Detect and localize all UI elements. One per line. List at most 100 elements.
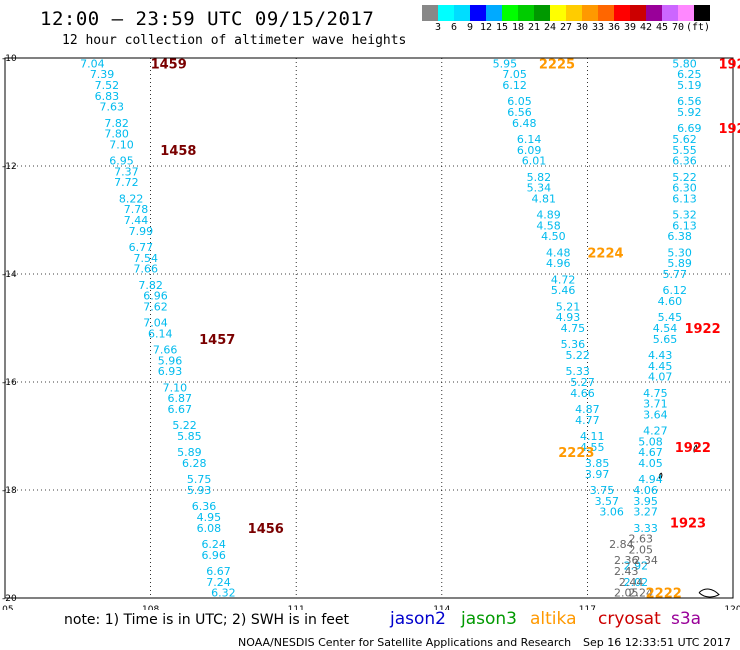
wave-height-value: 2.44 <box>619 576 644 589</box>
wave-height-value: 7.66 <box>133 263 158 276</box>
wave-height-value: 6.32 <box>211 587 236 600</box>
footer-source: NOAA/NESDIS Center for Satellite Applica… <box>238 636 572 649</box>
wave-height-value: 4.66 <box>570 387 595 400</box>
wave-height-value: 7.52 <box>95 79 120 92</box>
wave-height-value: 5.55 <box>672 144 697 157</box>
legend-swatch <box>550 5 566 21</box>
pass-time-label: 1922 <box>675 441 711 456</box>
y-tick-label: -18 <box>2 486 17 496</box>
y-tick-label: -16 <box>2 378 17 388</box>
legend-label: 33 <box>591 22 605 33</box>
wave-height-value: 4.55 <box>580 441 605 454</box>
wave-height-value: 5.93 <box>187 484 212 497</box>
wave-height-value: 4.87 <box>575 403 600 416</box>
wave-height-value: 7.63 <box>100 101 125 114</box>
pass-time-label: 1456 <box>248 522 284 537</box>
wave-height-value: 6.38 <box>667 230 692 243</box>
legend-swatch <box>438 5 454 21</box>
legend-swatch <box>678 5 694 21</box>
wave-height-value: 6.14 <box>148 327 173 340</box>
legend-label: 39 <box>623 22 637 33</box>
wave-height-value: 3.95 <box>633 495 658 508</box>
wave-height-value: 4.96 <box>546 257 571 270</box>
wave-height-value: 3.85 <box>585 457 610 470</box>
wave-height-value: 3.57 <box>595 495 620 508</box>
legend-swatch <box>454 5 470 21</box>
wave-height-value: 2.02 <box>624 576 649 589</box>
wave-height-value: 5.77 <box>663 268 688 281</box>
wave-height-value: 3.64 <box>643 408 668 421</box>
pass-time-label: 1458 <box>160 144 196 159</box>
footer-timestamp: Sep 16 12:33:51 UTC 2017 <box>583 636 731 649</box>
x-tick-label: 105 <box>0 605 14 610</box>
wave-height-value: 6.24 <box>201 538 226 551</box>
wave-height-value: 6.28 <box>182 457 207 470</box>
wave-height-value: 7.82 <box>138 279 163 292</box>
wave-height-value: 4.05 <box>638 457 663 470</box>
wave-height-value: 6.67 <box>206 565 231 578</box>
pass-time-label: 1923 <box>670 516 706 531</box>
satellite-s3a: s3a <box>671 609 702 629</box>
wave-height-value: 2.63 <box>629 533 654 546</box>
wave-height-value: 7.80 <box>104 128 129 141</box>
legend-label: 45 <box>655 22 669 33</box>
wave-height-value: 5.33 <box>565 365 590 378</box>
wave-height-value: 6.96 <box>201 549 226 562</box>
wave-height-value: 4.07 <box>648 371 673 384</box>
wave-height-value: 7.54 <box>133 252 158 265</box>
wave-height-value: 7.66 <box>153 344 178 357</box>
wave-height-value: 4.77 <box>575 414 600 427</box>
wave-height-value: 4.72 <box>551 273 576 286</box>
island-outline <box>698 588 720 598</box>
wave-height-value: 6.01 <box>522 155 547 168</box>
wave-height-value: 6.36 <box>672 155 697 168</box>
wave-height-value: 6.30 <box>672 182 697 195</box>
legend-label: 30 <box>575 22 589 33</box>
wave-height-value: 5.22 <box>565 349 590 362</box>
wave-height-value: 6.12 <box>663 284 688 297</box>
satellite-jason2: jason2 <box>390 609 446 629</box>
wave-height-value: 4.75 <box>561 322 586 335</box>
pass-time-label: 1459 <box>151 57 187 72</box>
wave-height-value: 5.96 <box>158 354 183 367</box>
wave-height-value: 5.45 <box>658 311 683 324</box>
wave-height-value: 5.08 <box>638 435 663 448</box>
wave-height-value: 5.85 <box>177 430 202 443</box>
wave-height-value: 6.13 <box>672 219 697 232</box>
y-tick-label: -14 <box>2 270 17 280</box>
wave-height-value: 4.43 <box>648 349 673 362</box>
legend-swatch <box>470 5 486 21</box>
legend-swatch <box>566 5 582 21</box>
wave-height-value: 3.75 <box>590 484 615 497</box>
legend-label: 21 <box>527 22 541 33</box>
wave-height-value: 5.21 <box>556 300 581 313</box>
wave-height-value: 8.22 <box>119 192 144 205</box>
color-scale-legend <box>422 5 710 21</box>
wave-height-value: 7.10 <box>109 138 134 151</box>
wave-height-value: 6.08 <box>197 522 222 535</box>
pass-time-label: 192 <box>718 57 740 72</box>
wave-height-value: 7.99 <box>129 225 154 238</box>
wave-height-value: 5.30 <box>667 246 692 259</box>
wave-height-value: 5.89 <box>177 446 202 459</box>
map-subtitle: 12 hour collection of altimeter wave hei… <box>62 33 407 48</box>
wave-height-value: 7.05 <box>502 68 527 81</box>
wave-height-value: 4.94 <box>638 473 663 486</box>
wave-height-value: 4.48 <box>546 246 571 259</box>
wave-height-value: 7.78 <box>124 203 149 216</box>
wave-height-value: 4.60 <box>658 295 683 308</box>
legend-label: 15 <box>495 22 509 33</box>
wave-height-value: 6.56 <box>507 106 532 119</box>
pass-time-label: 1921 <box>718 122 740 137</box>
wave-height-value: 5.62 <box>672 133 697 146</box>
wave-height-value: 2.24 <box>629 587 654 600</box>
wave-height-value: 5.34 <box>527 182 552 195</box>
wave-height-value: 3.33 <box>633 522 658 535</box>
legend-label: 36 <box>607 22 621 33</box>
wave-height-value: 2.34 <box>633 554 658 567</box>
wave-height-value: 6.14 <box>517 133 542 146</box>
altimeter-map: 105 108 111 114 117 120 -10 -12 -14 -16 -18 -20 7.04… <box>0 54 740 610</box>
map-title: 12:00 – 23:59 UTC 09/15/2017 <box>40 8 375 30</box>
wave-height-value: 5.92 <box>677 106 702 119</box>
legend-swatch <box>582 5 598 21</box>
